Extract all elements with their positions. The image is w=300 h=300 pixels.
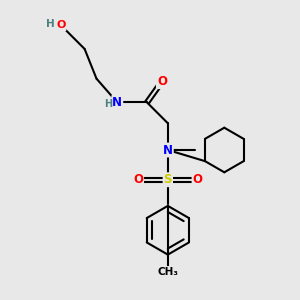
Text: CH₃: CH₃	[157, 267, 178, 277]
Text: O: O	[133, 173, 143, 186]
Text: H: H	[46, 19, 55, 29]
Text: N: N	[163, 143, 173, 157]
Text: O: O	[157, 75, 167, 88]
Text: N: N	[112, 96, 122, 109]
Text: H: H	[104, 99, 112, 109]
Text: O: O	[193, 173, 202, 186]
Text: S: S	[164, 173, 172, 186]
Text: O: O	[56, 20, 65, 30]
